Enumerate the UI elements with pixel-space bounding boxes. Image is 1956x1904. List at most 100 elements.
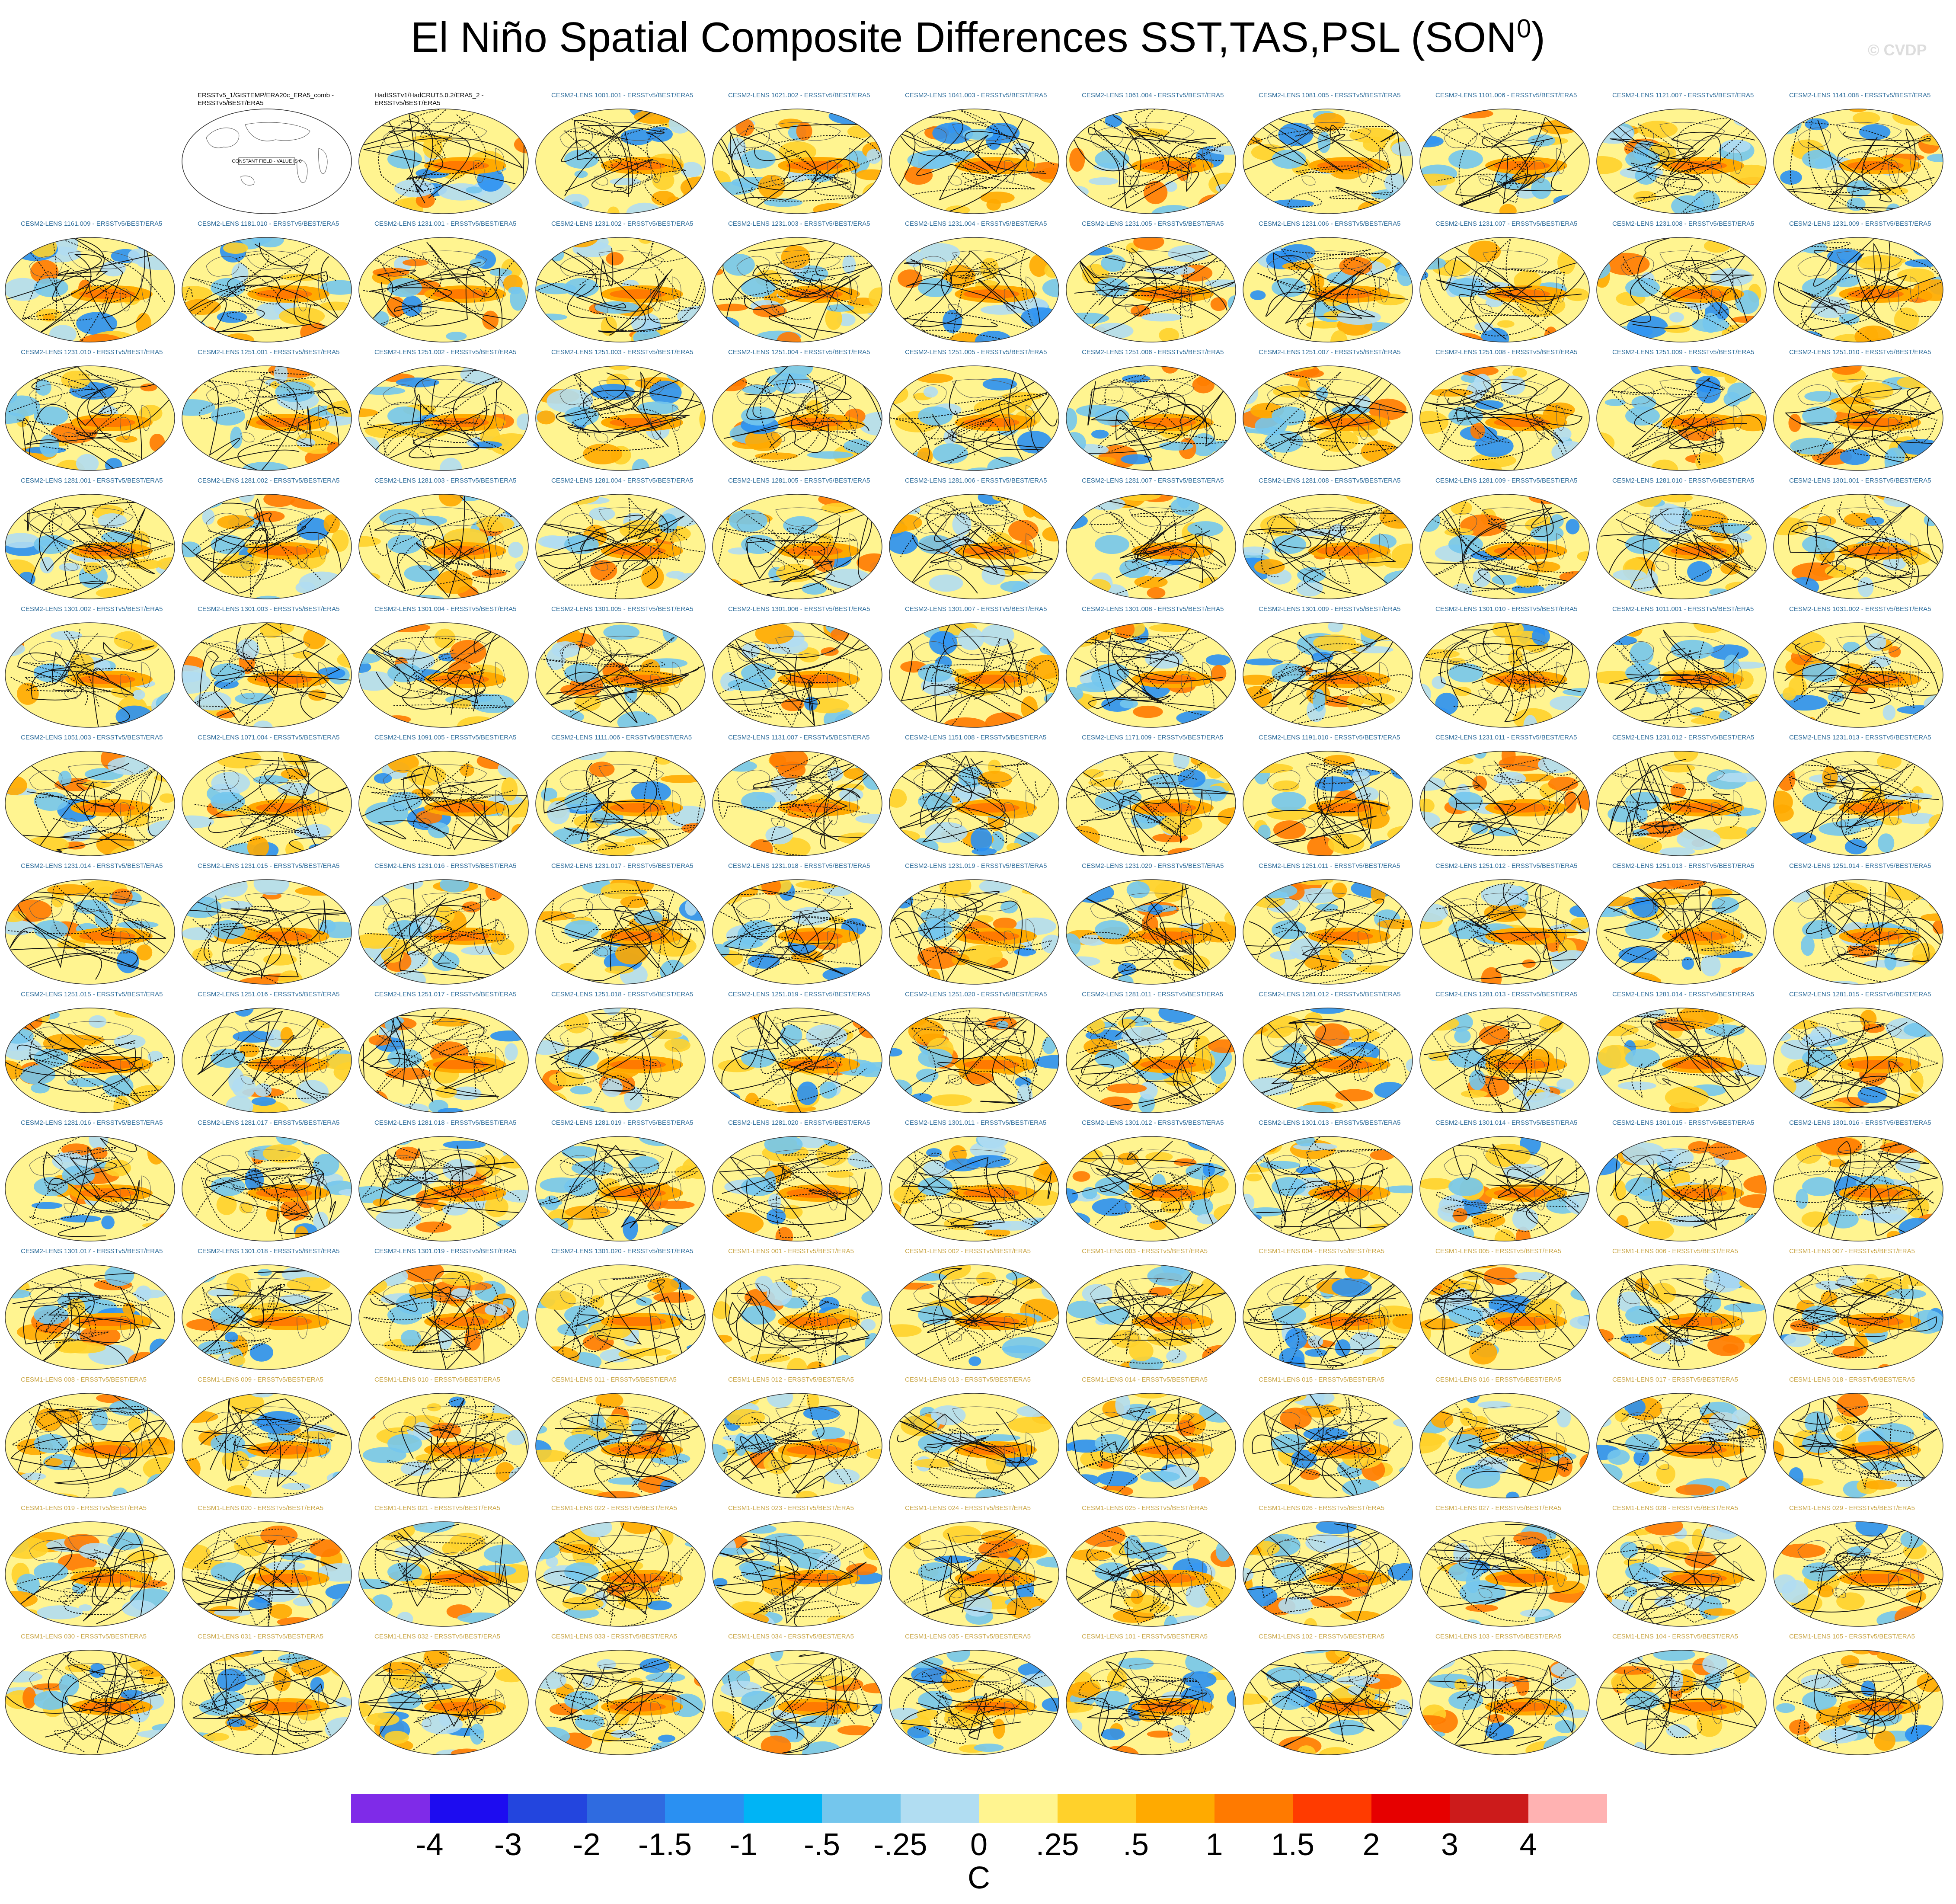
map-plot (358, 879, 529, 985)
panel-label: CESM2-LENS 1281.001 - ERSSTv5/BEST/ERA5 (21, 477, 163, 484)
map-plot (182, 1264, 352, 1370)
ensemble-map-panel: CESM2-LENS 1041.003 - ERSSTv5/BEST/ERA5 (888, 92, 1061, 215)
ensemble-map-panel: CESM2-LENS 1251.015 - ERSSTv5/BEST/ERA5 (3, 991, 176, 1114)
panel-label: CESM2-LENS 1101.006 - ERSSTv5/BEST/ERA5 (1435, 92, 1577, 99)
map-plot (1596, 1650, 1767, 1755)
panel-label: CESM1-LENS 030 - ERSSTv5/BEST/ERA5 (21, 1633, 147, 1640)
map-plot (1066, 237, 1236, 342)
panel-label: CESM2-LENS 1251.009 - ERSSTv5/BEST/ERA5 (1612, 349, 1755, 356)
ensemble-map-panel: CESM1-LENS 019 - ERSSTv5/BEST/ERA5 (3, 1504, 176, 1628)
ensemble-map-panel: CESM2-LENS 1301.005 - ERSSTv5/BEST/ERA5 (534, 605, 707, 729)
panel-label: CESM2-LENS 1301.020 - ERSSTv5/BEST/ERA5 (551, 1248, 694, 1255)
ensemble-map-panel: CESM2-LENS 1251.002 - ERSSTv5/BEST/ERA5 (357, 349, 530, 472)
ensemble-map-panel: CESM2-LENS 1281.001 - ERSSTv5/BEST/ERA5 (3, 477, 176, 601)
map-plot (1596, 1264, 1767, 1370)
ensemble-map-panel: CESM2-LENS 1301.006 - ERSSTv5/BEST/ERA5 (711, 605, 884, 729)
panel-label: CESM1-LENS 017 - ERSSTv5/BEST/ERA5 (1612, 1376, 1738, 1383)
map-plot (1773, 1008, 1943, 1113)
panel-label: CESM1-LENS 022 - ERSSTv5/BEST/ERA5 (551, 1504, 677, 1512)
ensemble-map-panel: CESM2-LENS 1231.002 - ERSSTv5/BEST/ERA5 (534, 220, 707, 344)
panel-label: CESM1-LENS 031 - ERSSTv5/BEST/ERA5 (198, 1633, 323, 1640)
ensemble-map-panel: CESM2-LENS 1251.004 - ERSSTv5/BEST/ERA5 (711, 349, 884, 472)
panel-label: CESM1-LENS 015 - ERSSTv5/BEST/ERA5 (1259, 1376, 1384, 1383)
ensemble-map-panel: CESM1-LENS 034 - ERSSTv5/BEST/ERA5 (711, 1633, 884, 1757)
ensemble-map-panel: CESM1-LENS 006 - ERSSTv5/BEST/ERA5 (1595, 1248, 1768, 1371)
ensemble-map-panel: CESM2-LENS 1251.001 - ERSSTv5/BEST/ERA5 (180, 349, 353, 472)
ensemble-map-panel: CESM2-LENS 1281.004 - ERSSTv5/BEST/ERA5 (534, 477, 707, 601)
ensemble-map-panel: CESM2-LENS 1301.003 - ERSSTv5/BEST/ERA5 (180, 605, 353, 729)
panel-label: CESM2-LENS 1161.009 - ERSSTv5/BEST/ERA5 (21, 220, 163, 227)
colorbar-swatch (743, 1794, 822, 1823)
map-plot (1066, 1521, 1236, 1627)
colorbar-swatch (1136, 1794, 1215, 1823)
map-plot (1066, 1393, 1236, 1498)
map-plot (535, 1008, 706, 1113)
map-plot (5, 751, 175, 856)
ensemble-map-panel: CESM2-LENS 1231.009 - ERSSTv5/BEST/ERA5 (1772, 220, 1945, 344)
ensemble-map-panel: CESM2-LENS 1251.010 - ERSSTv5/BEST/ERA5 (1772, 349, 1945, 472)
colorbar-swatch (1214, 1794, 1293, 1823)
map-plot (712, 494, 882, 599)
ensemble-map-panel: CESM1-LENS 018 - ERSSTv5/BEST/ERA5 (1772, 1376, 1945, 1500)
map-plot (5, 1264, 175, 1370)
panel-label: CESM2-LENS 1301.008 - ERSSTv5/BEST/ERA5 (1082, 605, 1224, 613)
ensemble-map-panel: CESM2-LENS 1301.002 - ERSSTv5/BEST/ERA5 (3, 605, 176, 729)
colorbar-swatch (1371, 1794, 1450, 1823)
map-plot (535, 1264, 706, 1370)
panel-label: CESM2-LENS 1231.001 - ERSSTv5/BEST/ERA5 (374, 220, 517, 227)
colorbar-tick-label: -.5 (803, 1827, 841, 1862)
colorbar-tick-label: 4 (1519, 1827, 1537, 1862)
ensemble-map-panel: CESM1-LENS 011 - ERSSTv5/BEST/ERA5 (534, 1376, 707, 1500)
map-plot (535, 1521, 706, 1627)
colorbar-swatch (508, 1794, 587, 1823)
panel-label: CESM2-LENS 1301.002 - ERSSTv5/BEST/ERA5 (21, 605, 163, 613)
ensemble-map-panel: CESM2-LENS 1281.009 - ERSSTv5/BEST/ERA5 (1418, 477, 1591, 601)
panel-label: CESM2-LENS 1301.012 - ERSSTv5/BEST/ERA5 (1082, 1119, 1224, 1126)
panel-label: CESM1-LENS 004 - ERSSTv5/BEST/ERA5 (1259, 1248, 1384, 1255)
map-plot (1596, 879, 1767, 985)
map-plot (1419, 1393, 1590, 1498)
ensemble-map-panel: CESM2-LENS 1231.013 - ERSSTv5/BEST/ERA5 (1772, 734, 1945, 858)
ensemble-map-panel: CESM2-LENS 1281.010 - ERSSTv5/BEST/ERA5 (1595, 477, 1768, 601)
ensemble-map-panel: CESM1-LENS 014 - ERSSTv5/BEST/ERA5 (1064, 1376, 1237, 1500)
map-plot (5, 1521, 175, 1627)
ensemble-map-panel: CESM2-LENS 1161.009 - ERSSTv5/BEST/ERA5 (3, 220, 176, 344)
map-plot (5, 237, 175, 342)
ensemble-map-panel: CESM1-LENS 007 - ERSSTv5/BEST/ERA5 (1772, 1248, 1945, 1371)
panel-label: CESM1-LENS 016 - ERSSTv5/BEST/ERA5 (1435, 1376, 1561, 1383)
panel-label: CESM2-LENS 1301.001 - ERSSTv5/BEST/ERA5 (1789, 477, 1931, 484)
ensemble-map-panel: CESM2-LENS 1031.002 - ERSSTv5/BEST/ERA5 (1772, 605, 1945, 729)
panel-label: CESM1-LENS 033 - ERSSTv5/BEST/ERA5 (551, 1633, 677, 1640)
panel-label: CESM2-LENS 1251.011 - ERSSTv5/BEST/ERA5 (1259, 862, 1400, 870)
map-plot (535, 1393, 706, 1498)
panel-label: CESM1-LENS 020 - ERSSTv5/BEST/ERA5 (198, 1504, 323, 1512)
panel-label: CESM2-LENS 1251.015 - ERSSTv5/BEST/ERA5 (21, 991, 163, 998)
panel-label: CESM2-LENS 1281.015 - ERSSTv5/BEST/ERA5 (1789, 991, 1931, 998)
colorbar-tick-label: -2 (572, 1827, 601, 1862)
ensemble-map-panel: CESM2-LENS 1021.002 - ERSSTv5/BEST/ERA5 (711, 92, 884, 215)
map-plot (1419, 237, 1590, 342)
ensemble-map-panel: CESM2-LENS 1251.018 - ERSSTv5/BEST/ERA5 (534, 991, 707, 1114)
map-plot (1419, 109, 1590, 214)
map-plot (1243, 365, 1413, 471)
map-plot (1596, 1521, 1767, 1627)
colorbar-unit-label: C (968, 1861, 990, 1895)
map-plot (358, 109, 529, 214)
panel-label: CESM2-LENS 1231.020 - ERSSTv5/BEST/ERA5 (1082, 862, 1224, 870)
ensemble-map-panel: HadISSTv1/HadCRUT5.0.2/ERA5_2 - ERSSTv5/… (357, 92, 530, 215)
map-plot (1773, 1136, 1943, 1242)
ensemble-map-panel: CESM2-LENS 1231.014 - ERSSTv5/BEST/ERA5 (3, 862, 176, 986)
panel-label: CESM2-LENS 1251.002 - ERSSTv5/BEST/ERA5 (374, 349, 517, 356)
map-plot (1773, 622, 1943, 728)
panel-label: CESM2-LENS 1251.013 - ERSSTv5/BEST/ERA5 (1612, 862, 1755, 870)
panel-label: CESM1-LENS 028 - ERSSTv5/BEST/ERA5 (1612, 1504, 1738, 1512)
map-plot (1243, 494, 1413, 599)
panel-label: CESM2-LENS 1131.007 - ERSSTv5/BEST/ERA5 (728, 734, 870, 741)
ensemble-map-panel: CESM2-LENS 1051.003 - ERSSTv5/BEST/ERA5 (3, 734, 176, 858)
ensemble-map-panel: CESM2-LENS 1081.005 - ERSSTv5/BEST/ERA5 (1241, 92, 1414, 215)
panel-label: CESM2-LENS 1281.014 - ERSSTv5/BEST/ERA5 (1612, 991, 1755, 998)
ensemble-map-panel: CESM2-LENS 1281.007 - ERSSTv5/BEST/ERA5 (1064, 477, 1237, 601)
panel-label: CESM2-LENS 1231.010 - ERSSTv5/BEST/ERA5 (21, 349, 163, 356)
panel-label: CESM2-LENS 1251.018 - ERSSTv5/BEST/ERA5 (551, 991, 694, 998)
panel-label: CESM1-LENS 002 - ERSSTv5/BEST/ERA5 (905, 1248, 1031, 1255)
